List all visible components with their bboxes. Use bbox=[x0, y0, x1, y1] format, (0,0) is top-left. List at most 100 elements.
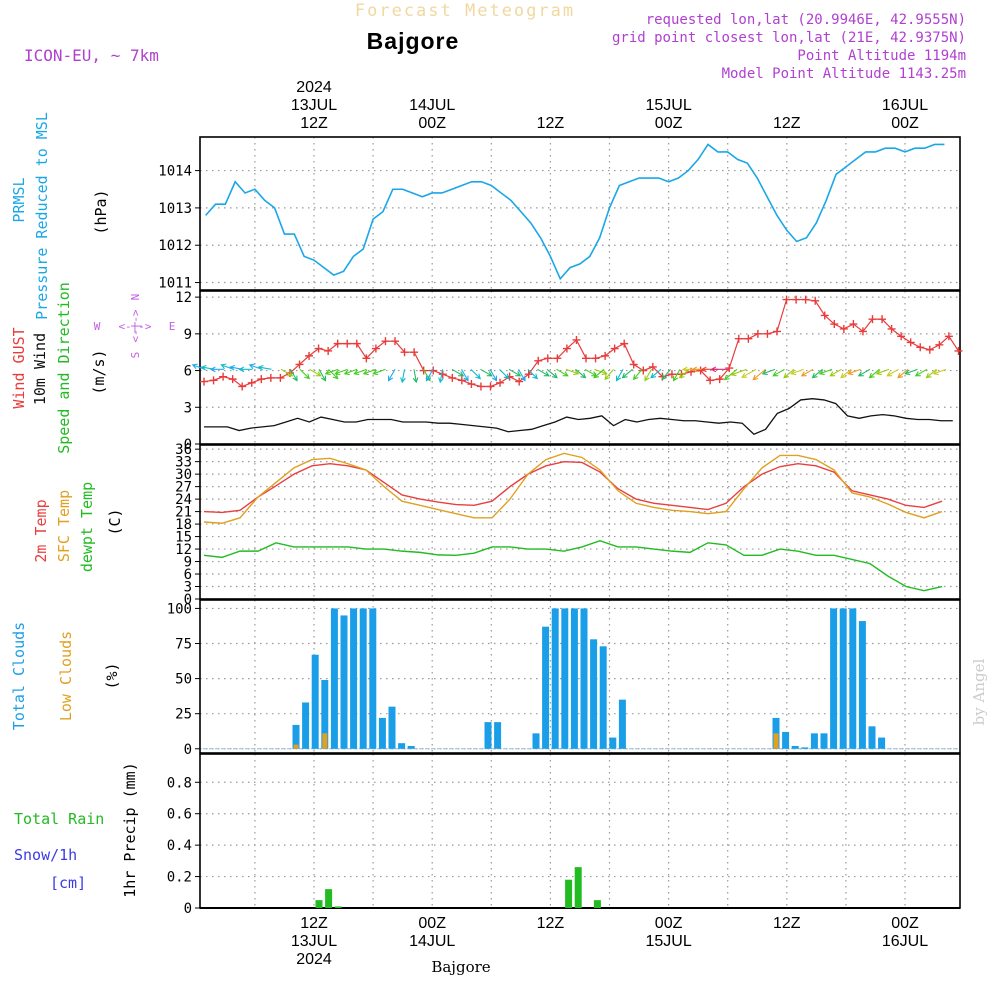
gust-marker bbox=[209, 376, 218, 385]
gust-marker bbox=[601, 351, 610, 360]
y-tick-label: 1014 bbox=[158, 164, 192, 180]
compass-e: E bbox=[169, 320, 176, 333]
wind-direction-arrow bbox=[451, 368, 465, 377]
gust-marker bbox=[476, 382, 485, 391]
gust-marker bbox=[620, 339, 629, 348]
gust-marker bbox=[228, 375, 237, 384]
wind-direction-arrow bbox=[644, 369, 652, 382]
compass-s: S bbox=[129, 352, 142, 359]
gust-marker bbox=[496, 378, 505, 387]
total-cloud-bar bbox=[369, 608, 377, 749]
gust-marker bbox=[648, 362, 657, 371]
wind-direction-arrow bbox=[546, 368, 558, 379]
y-tick-label: 9 bbox=[184, 327, 192, 343]
clouds-panel: 0 25 50 75 100 bbox=[167, 599, 961, 758]
wind-direction-arrow bbox=[678, 368, 690, 379]
low-cloud-bar bbox=[322, 733, 328, 749]
prmsl-label: PRMSL bbox=[10, 177, 28, 222]
wind-direction-arrow bbox=[868, 368, 880, 379]
total-cloud-bar bbox=[494, 722, 502, 749]
hpa-unit-label: (hPa) bbox=[92, 189, 110, 234]
wind-direction-arrow bbox=[518, 369, 526, 382]
gust-marker bbox=[266, 373, 275, 382]
gust-marker bbox=[410, 348, 419, 357]
gust-marker bbox=[916, 343, 925, 352]
compass-n: N bbox=[129, 294, 142, 301]
gust-marker bbox=[954, 346, 963, 355]
y-tick-label: 12 bbox=[175, 542, 192, 558]
wind-direction-arrow bbox=[752, 368, 766, 381]
wind-direction-arrow bbox=[604, 368, 614, 381]
gust-marker bbox=[247, 378, 256, 387]
total-cloud-bar bbox=[330, 608, 338, 749]
gust-marker bbox=[486, 382, 495, 391]
wind-direction-arrow bbox=[800, 368, 814, 377]
wind-direction-arrow bbox=[897, 368, 909, 379]
gust-marker bbox=[219, 372, 228, 381]
gust-marker bbox=[610, 344, 619, 353]
wind-direction-arrow bbox=[280, 368, 294, 377]
gust-marker bbox=[200, 377, 208, 386]
total-cloud-bar bbox=[599, 646, 607, 749]
rain-bar bbox=[574, 867, 582, 908]
gust-marker bbox=[868, 315, 877, 324]
y-tick-label: 24 bbox=[175, 492, 192, 508]
y-tick-label: 100 bbox=[167, 601, 192, 617]
forecast-meteogram-title: Forecast Meteogram bbox=[355, 1, 575, 21]
t2m-line bbox=[203, 460, 943, 514]
y-tick-label: 3 bbox=[184, 400, 192, 416]
total-cloud-bar bbox=[791, 745, 799, 749]
y-tick-label: 0 bbox=[184, 437, 192, 453]
time-axis-label: 12Z bbox=[537, 115, 565, 132]
rain-bar bbox=[593, 900, 601, 908]
time-axis-label: 13JUL bbox=[291, 933, 337, 950]
wind-direction-arrow bbox=[761, 368, 776, 376]
total-cloud-bar bbox=[350, 608, 358, 749]
ms-unit-label: (m/s) bbox=[90, 349, 108, 394]
wind-direction-arrow bbox=[309, 368, 322, 377]
wind-direction-arrow bbox=[661, 368, 671, 381]
y-tick-label: 6 bbox=[184, 567, 192, 583]
wind-direction-arrow bbox=[650, 368, 662, 379]
snow-label: Snow/1h bbox=[14, 846, 77, 864]
wind-direction-arrow bbox=[461, 369, 469, 382]
gust-marker bbox=[515, 377, 524, 386]
gust-marker bbox=[858, 327, 867, 336]
time-axis-label: 12Z bbox=[300, 115, 328, 132]
y-tick-label: 25 bbox=[175, 707, 192, 723]
t2m-label: 2m Temp bbox=[32, 499, 50, 562]
wind-direction-arrow bbox=[527, 368, 539, 380]
panel-frame bbox=[199, 290, 961, 445]
wind-direction-arrow bbox=[353, 368, 367, 376]
total-cloud-bar bbox=[858, 621, 866, 749]
wind-direction-arrow bbox=[672, 369, 681, 382]
total-cloud-bar bbox=[311, 654, 319, 749]
low-cloud-bar bbox=[773, 733, 779, 749]
wind-dir-label: Speed and Direction bbox=[55, 282, 73, 454]
location-title: Bajgore bbox=[367, 28, 460, 54]
wind-direction-arrow bbox=[772, 368, 785, 377]
gust-marker bbox=[782, 295, 791, 304]
gust-marker bbox=[448, 373, 457, 382]
gust-marker bbox=[591, 354, 600, 363]
gust-marker bbox=[324, 346, 333, 355]
snow-unit-label: [cm] bbox=[50, 874, 86, 892]
y-tick-label: 0.4 bbox=[167, 838, 192, 854]
wind-direction-arrow bbox=[480, 368, 493, 377]
total-cloud-bar bbox=[292, 724, 300, 749]
total-cloud-bar bbox=[820, 733, 828, 749]
y-tick-label: 27 bbox=[175, 480, 192, 496]
gust-marker bbox=[744, 334, 753, 343]
gust-marker bbox=[238, 382, 247, 391]
gust-marker bbox=[878, 315, 887, 324]
gust-marker bbox=[763, 329, 772, 338]
wind-direction-arrow bbox=[438, 369, 444, 384]
gust-marker bbox=[811, 296, 820, 305]
gust-marker bbox=[333, 339, 342, 348]
gust-marker bbox=[715, 375, 724, 384]
precip-unit-label: 1hr Precip (mm) bbox=[121, 762, 139, 897]
wind-direction-arrow bbox=[783, 368, 795, 379]
gust-marker bbox=[572, 335, 581, 344]
y-tick-label: 0 bbox=[184, 592, 192, 608]
